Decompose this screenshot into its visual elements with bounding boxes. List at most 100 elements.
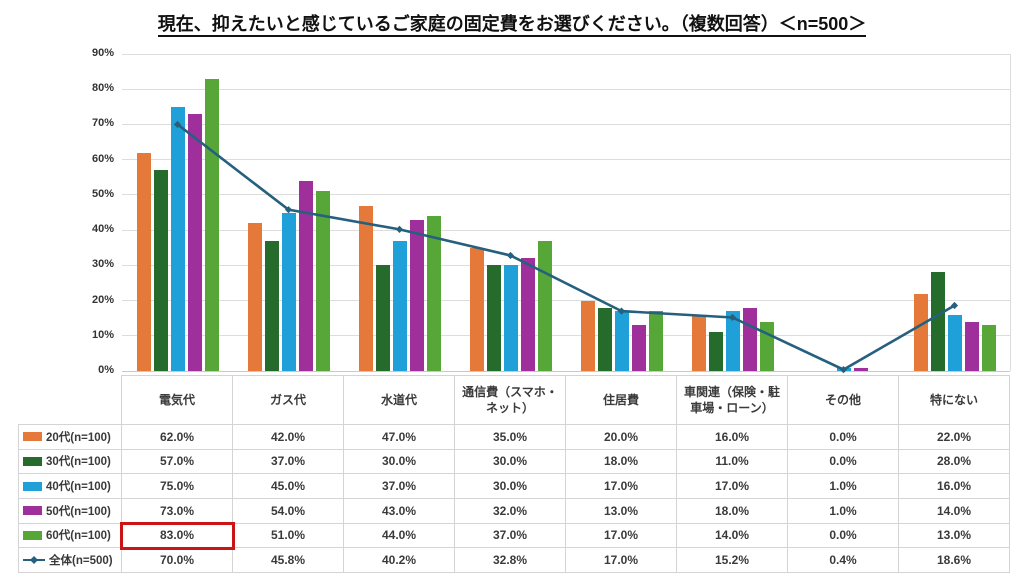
bar (648, 311, 663, 371)
value-cell: 30.0% (344, 449, 455, 475)
category-header: 電気代 (122, 375, 233, 425)
value-cell: 1.0% (788, 474, 899, 499)
value-cell: 22.0% (899, 425, 1010, 450)
bar (170, 106, 185, 371)
value-cell: 32.8% (455, 548, 566, 573)
value-cell: 40.2% (344, 548, 455, 573)
value-cell: 75.0% (122, 474, 233, 499)
value-cell: 0.0% (788, 425, 899, 450)
bar (469, 247, 484, 371)
bar (187, 113, 202, 371)
value-cell: 30.0% (455, 474, 566, 499)
bar (597, 307, 612, 371)
legend-swatch (23, 456, 42, 466)
grid-line (122, 123, 1010, 125)
legend-cell: 50代(n=100) (18, 498, 122, 524)
legend-cell: 40代(n=100) (18, 474, 122, 499)
value-cell: 0.0% (788, 449, 899, 475)
value-cell: 42.0% (233, 425, 344, 450)
legend-swatch (23, 506, 42, 516)
bar (503, 265, 518, 371)
category-header: 通信費（スマホ・ネット） (455, 375, 566, 425)
line-marker (284, 206, 293, 214)
bar (691, 314, 706, 371)
value-cell: 0.0% (788, 523, 899, 549)
chart-title: 現在、抑えたいと感じているご家庭の固定費をお選びください。（複数回答）＜n=50… (0, 10, 1024, 37)
bar (392, 240, 407, 371)
table-corner-cell (18, 375, 122, 425)
bar (153, 170, 168, 371)
value-cell: 54.0% (233, 498, 344, 524)
line-marker (728, 313, 737, 322)
value-cell: 37.0% (233, 449, 344, 475)
value-cell: 17.0% (566, 548, 677, 573)
value-cell: 62.0% (122, 425, 233, 450)
grid-line (122, 335, 1010, 337)
bar (247, 223, 262, 371)
legend-cell: 30代(n=100) (18, 449, 122, 475)
bar (913, 293, 928, 371)
value-cell: 16.0% (677, 425, 788, 450)
bar (136, 152, 151, 371)
bar (614, 311, 629, 371)
legend-label: 全体(n=500) (49, 555, 113, 568)
legend-swatch (23, 481, 42, 491)
category-header: 車関連（保険・駐車場・ローン） (677, 375, 788, 425)
y-tick-label: 80% (91, 82, 114, 95)
legend-cell: 全体(n=500) (18, 548, 122, 573)
category-header: 住居費 (566, 375, 677, 425)
legend-swatch (23, 432, 42, 442)
category-header: 特にない (899, 375, 1010, 425)
legend-swatch (23, 530, 42, 540)
value-cell: 45.0% (233, 474, 344, 499)
bar (580, 300, 595, 371)
y-tick-label: 40% (91, 223, 114, 236)
grid-line (122, 88, 1010, 90)
value-cell: 44.0% (344, 523, 455, 549)
grid-line (122, 53, 1010, 55)
legend-label: 40代(n=100) (46, 481, 111, 494)
value-cell: 73.0% (122, 498, 233, 524)
grid-line (122, 194, 1010, 196)
legend-line-swatch (23, 556, 45, 565)
bar (853, 367, 868, 371)
value-cell: 18.0% (566, 449, 677, 475)
legend-cell: 60代(n=100) (18, 523, 122, 549)
bar (930, 272, 945, 371)
bar (981, 325, 996, 371)
line-marker (173, 120, 182, 129)
trend-line (176, 123, 956, 372)
bar (315, 191, 330, 371)
value-cell: 15.2% (677, 548, 788, 573)
value-cell: 17.0% (677, 474, 788, 499)
y-tick-label: 70% (91, 117, 114, 130)
y-tick-label: 60% (91, 152, 114, 165)
y-tick-label: 20% (91, 293, 114, 306)
bar (358, 205, 373, 371)
line-marker (506, 251, 515, 260)
line-marker (839, 365, 848, 374)
bar (375, 265, 390, 371)
bar (264, 240, 279, 371)
data-table: 電気代 ガス代 水道代 通信費（スマホ・ネット） 住居費 車関連（保険・駐車場・ローン）そ… (18, 375, 1010, 573)
y-tick-label: 50% (91, 187, 114, 200)
bar (964, 321, 979, 371)
plot-area (122, 53, 1011, 374)
value-cell: 57.0% (122, 449, 233, 475)
value-cell: 51.0% (233, 523, 344, 549)
bar (281, 212, 296, 371)
value-cell: 11.0% (677, 449, 788, 475)
line-marker (395, 225, 404, 234)
value-cell: 0.4% (788, 548, 899, 573)
bar (947, 314, 962, 371)
grid-line (122, 264, 1010, 266)
bar (486, 265, 501, 371)
grid-line (122, 300, 1010, 302)
legend-cell: 20代(n=100) (18, 425, 122, 450)
bar (725, 311, 740, 371)
y-tick-label: 0% (98, 364, 114, 376)
bar (298, 180, 313, 371)
value-cell: 37.0% (344, 474, 455, 499)
value-cell: 17.0% (566, 474, 677, 499)
